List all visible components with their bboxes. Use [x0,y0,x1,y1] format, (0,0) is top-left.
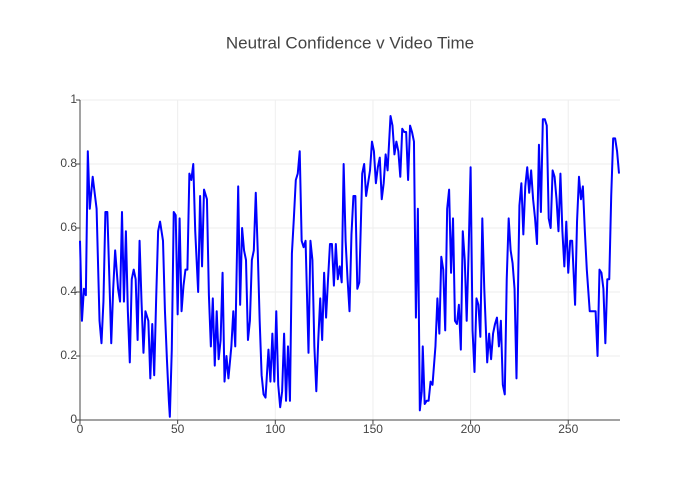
y-tick-label: 0.8 [60,156,77,170]
x-tick-label: 200 [461,422,481,436]
chart-title: Neutral Confidence v Video Time [226,33,474,52]
y-tick-label: 0 [70,412,77,426]
x-tick-label: 250 [558,422,578,436]
y-tick-label: 0.6 [60,220,77,234]
x-tick-label: 100 [265,422,285,436]
y-tick-label: 1 [70,92,77,106]
x-tick-label: 0 [77,422,84,436]
y-tick-label: 0.2 [60,348,77,362]
data-line [79,115,621,418]
x-tick-label: 50 [171,422,185,436]
y-tick-label: 0.4 [60,284,77,298]
x-tick-label: 150 [363,422,383,436]
